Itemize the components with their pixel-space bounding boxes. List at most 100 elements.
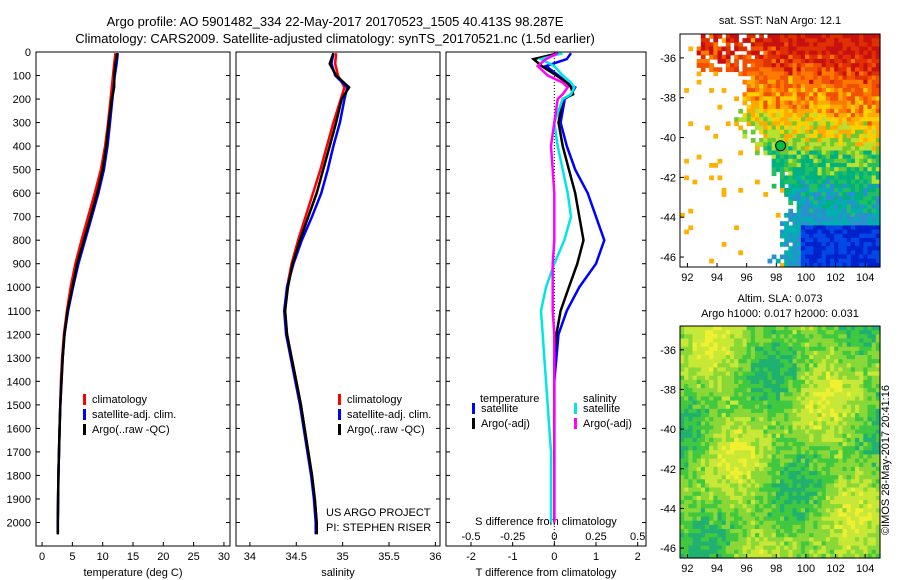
map-cell xyxy=(684,450,689,456)
map-cell xyxy=(775,408,781,414)
map-cell xyxy=(738,549,744,555)
map-cell xyxy=(846,326,852,331)
map-cell xyxy=(767,367,773,373)
map-cell xyxy=(859,421,864,427)
map-cell xyxy=(863,516,869,522)
map-cell xyxy=(846,121,852,127)
map-cell xyxy=(838,58,844,64)
map-cell xyxy=(800,50,806,56)
map-cell xyxy=(688,342,694,348)
map-cell xyxy=(725,34,731,39)
map-cell xyxy=(721,38,727,43)
map-cell xyxy=(830,162,835,168)
map-cell xyxy=(688,121,694,127)
map-cell xyxy=(796,196,802,202)
map-cell xyxy=(734,67,739,73)
map-cell xyxy=(817,262,823,268)
map-cell xyxy=(784,500,789,505)
map-cell xyxy=(805,250,810,256)
map-cell xyxy=(838,363,844,369)
map-cell xyxy=(784,371,789,377)
map-cell xyxy=(717,363,723,369)
map-cell xyxy=(721,553,727,559)
map-cell xyxy=(746,537,752,543)
map-cell xyxy=(871,537,877,543)
map-cell xyxy=(709,446,714,451)
map-cell xyxy=(842,508,848,514)
map-cell xyxy=(680,433,685,439)
map-cell xyxy=(696,437,702,443)
map-cell xyxy=(830,229,835,235)
map-cell xyxy=(800,334,806,340)
map-cell xyxy=(788,508,794,514)
map-cell xyxy=(871,187,877,193)
map-cell xyxy=(792,217,798,222)
map-cell xyxy=(734,491,739,497)
map-cell xyxy=(838,433,844,439)
map-cell xyxy=(717,379,723,385)
map-cell xyxy=(705,58,710,64)
map-cell xyxy=(792,350,798,356)
map-cell xyxy=(863,363,869,369)
map-cell xyxy=(863,545,869,551)
map-cell xyxy=(875,479,881,485)
map-cell xyxy=(817,384,823,389)
map-cell xyxy=(750,454,756,460)
map-cell xyxy=(825,88,831,93)
map-cell xyxy=(875,88,881,93)
map-cell xyxy=(680,342,685,348)
map-cell xyxy=(821,487,827,493)
map-cell xyxy=(805,254,810,260)
map-cell xyxy=(809,350,814,356)
map-cell xyxy=(742,516,748,522)
map-cell xyxy=(859,400,864,406)
map-cell xyxy=(813,549,819,555)
map-cell xyxy=(800,367,806,373)
map-cell xyxy=(784,108,789,114)
map-cell xyxy=(867,233,873,239)
map-cell xyxy=(825,171,831,177)
map-cell xyxy=(775,437,781,443)
map-cell xyxy=(788,384,794,389)
map-cell xyxy=(780,533,785,538)
map-cell xyxy=(796,254,802,260)
map-cell xyxy=(767,79,773,85)
map-cell xyxy=(834,524,839,530)
map-cell xyxy=(830,338,835,344)
map-cell xyxy=(838,367,844,373)
map-cell xyxy=(846,225,852,231)
map-cell xyxy=(721,379,727,385)
map-cell xyxy=(859,113,864,118)
map-cell xyxy=(809,491,814,497)
map-cell xyxy=(721,346,727,352)
map-cell xyxy=(721,537,727,543)
map-cell xyxy=(850,500,856,505)
map-cell xyxy=(771,150,777,156)
map-cell xyxy=(830,58,835,64)
map-cell xyxy=(771,334,777,340)
map-cell xyxy=(730,400,735,406)
map-cell xyxy=(834,229,839,235)
map-cell xyxy=(867,46,873,52)
map-cell xyxy=(834,508,839,514)
map-cell xyxy=(759,334,764,340)
map-cell xyxy=(800,388,806,393)
map-cell xyxy=(842,75,848,81)
map-cell xyxy=(780,104,785,110)
map-cell xyxy=(738,491,744,497)
map-cell xyxy=(846,192,852,197)
map-cell xyxy=(817,233,823,239)
map-cell xyxy=(688,371,694,377)
map-cell xyxy=(838,146,844,152)
map-cell xyxy=(813,42,819,48)
map-cell xyxy=(713,433,719,439)
map-cell xyxy=(775,158,781,164)
map-y-tick-label: -46 xyxy=(660,543,676,555)
map-cell xyxy=(817,442,823,447)
map-cell xyxy=(788,417,794,422)
map-cell xyxy=(875,208,881,214)
map-cell xyxy=(830,242,835,247)
map-cell xyxy=(850,242,856,247)
map-cell xyxy=(846,520,852,526)
map-cell xyxy=(763,83,769,89)
